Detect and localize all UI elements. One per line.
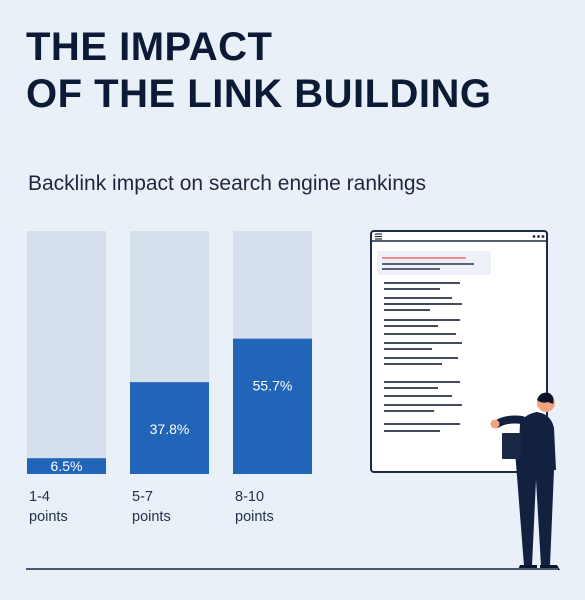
bar: [27, 458, 106, 474]
bar: [233, 338, 312, 474]
category-label: 1-4: [29, 489, 50, 505]
bar-track: [27, 231, 106, 474]
title-line-2: OF THE LINK BUILDING: [26, 72, 492, 116]
search-result-lines: [384, 282, 462, 432]
page-title: THE IMPACT OF THE LINK BUILDING: [26, 24, 492, 118]
more-dots-icon: [532, 235, 545, 238]
bar-value-label: 6.5%: [51, 458, 83, 474]
bar-value-label: 37.8%: [150, 421, 190, 437]
title-line-1: THE IMPACT: [26, 25, 273, 69]
category-label: 8-10: [235, 489, 264, 505]
highlighted-result: [377, 251, 491, 275]
bar: [130, 382, 209, 474]
category-label: points: [235, 509, 274, 525]
category-label: 5-7: [132, 489, 153, 505]
hamburger-icon: [375, 233, 382, 240]
tablet-icon: [502, 433, 521, 459]
category-label: points: [29, 509, 68, 525]
chart-title: Backlink impact on search engine ranking…: [28, 172, 427, 195]
person-figure: [490, 392, 560, 570]
ground-line: [26, 568, 558, 570]
category-label: points: [132, 509, 171, 525]
browser-window: [370, 230, 548, 473]
bar-value-label: 55.7%: [253, 378, 293, 394]
